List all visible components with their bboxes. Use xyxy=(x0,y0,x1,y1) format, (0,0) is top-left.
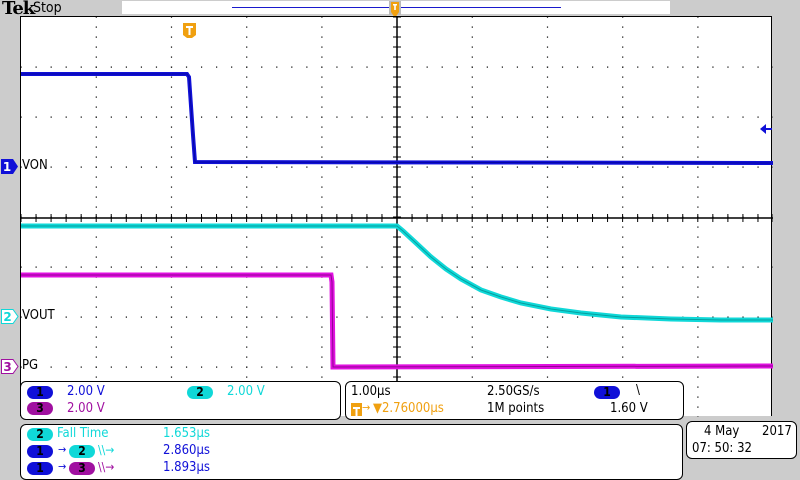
record-length[interactable]: 1M points xyxy=(487,401,545,416)
waveform-display[interactable] xyxy=(20,16,773,417)
measurement-row[interactable]: 1 → 3 \\→ 1.893µs xyxy=(21,460,421,477)
year: 2017 xyxy=(762,424,792,439)
measurement-value: 2.860µs xyxy=(163,443,211,458)
ch2-badge[interactable]: 2 xyxy=(187,386,213,399)
measurement-value: 1.653µs xyxy=(163,426,211,441)
date: 4 May xyxy=(704,424,740,439)
ch2-marker[interactable]: 2 xyxy=(1,309,19,328)
svg-text:1: 1 xyxy=(3,160,11,174)
target-badge: 3 xyxy=(69,462,95,475)
arrow-icon: → xyxy=(58,443,67,456)
measurement-row[interactable]: 2 Fall Time 1.653µs xyxy=(21,426,421,443)
datetime-panel: 4 May 2017 07: 50: 32 xyxy=(686,421,797,459)
brand-logo: Tek xyxy=(2,0,35,19)
time: 07: 50: 32 xyxy=(692,441,752,456)
ch1-marker[interactable]: 1 xyxy=(1,159,19,178)
ch1-label: VON xyxy=(22,158,48,173)
ch2-scale[interactable]: 2.00 V xyxy=(227,384,265,399)
acquisition-status: Stop xyxy=(33,0,62,16)
channel-scale-panel[interactable]: 1 2.00 V 2 2.00 V 3 2.00 V xyxy=(20,381,341,420)
horizontal-scale[interactable]: 1.00µs xyxy=(351,384,391,399)
measurement-name: Fall Time xyxy=(57,426,109,441)
source-badge: 2 xyxy=(27,428,53,441)
sample-rate: 2.50GS/s xyxy=(487,384,540,399)
measurement-row[interactable]: 1 → 2 \\→ 2.860µs xyxy=(21,443,421,460)
ch1-scale[interactable]: 2.00 V xyxy=(67,384,105,399)
ch3-label: PG xyxy=(22,358,39,373)
arrow-icon: → xyxy=(58,460,67,473)
measurement-value: 1.893µs xyxy=(163,460,211,475)
record-trigger-marker xyxy=(389,1,401,18)
timebase-panel[interactable]: 1.00µs 2.50GS/s 1 \ → ▼2.76000µs 1M poin… xyxy=(345,381,684,420)
ch3-scale[interactable]: 2.00 V xyxy=(67,401,105,416)
ch3-badge[interactable]: 3 xyxy=(27,402,53,415)
source-badge: 1 xyxy=(27,445,53,458)
svg-text:2: 2 xyxy=(3,310,11,324)
trigger-slope-icon: \ xyxy=(636,383,640,398)
edge-icon: \\→ xyxy=(98,443,115,457)
trigger-arrow: → xyxy=(362,401,371,414)
ch1-badge[interactable]: 1 xyxy=(27,386,53,399)
measurements-panel[interactable]: 2 Fall Time 1.653µs 1 → 2 \\→ 2.860µs 1 … xyxy=(20,424,683,480)
trigger-source-badge[interactable]: 1 xyxy=(594,386,620,399)
trigger-level[interactable]: 1.60 V xyxy=(610,401,648,416)
target-badge: 2 xyxy=(69,445,95,458)
edge-icon: \\→ xyxy=(98,460,115,474)
trigger-icon xyxy=(351,403,362,416)
source-badge: 1 xyxy=(27,462,53,475)
trigger-position[interactable]: ▼2.76000µs xyxy=(373,401,444,416)
svg-text:3: 3 xyxy=(3,360,11,374)
trigger-level-arrow-icon[interactable] xyxy=(760,120,772,134)
ch3-marker[interactable]: 3 xyxy=(1,359,19,378)
trigger-position-icon[interactable] xyxy=(183,23,196,39)
ch2-label: VOUT xyxy=(22,308,55,323)
waveform-graticule xyxy=(21,17,773,417)
